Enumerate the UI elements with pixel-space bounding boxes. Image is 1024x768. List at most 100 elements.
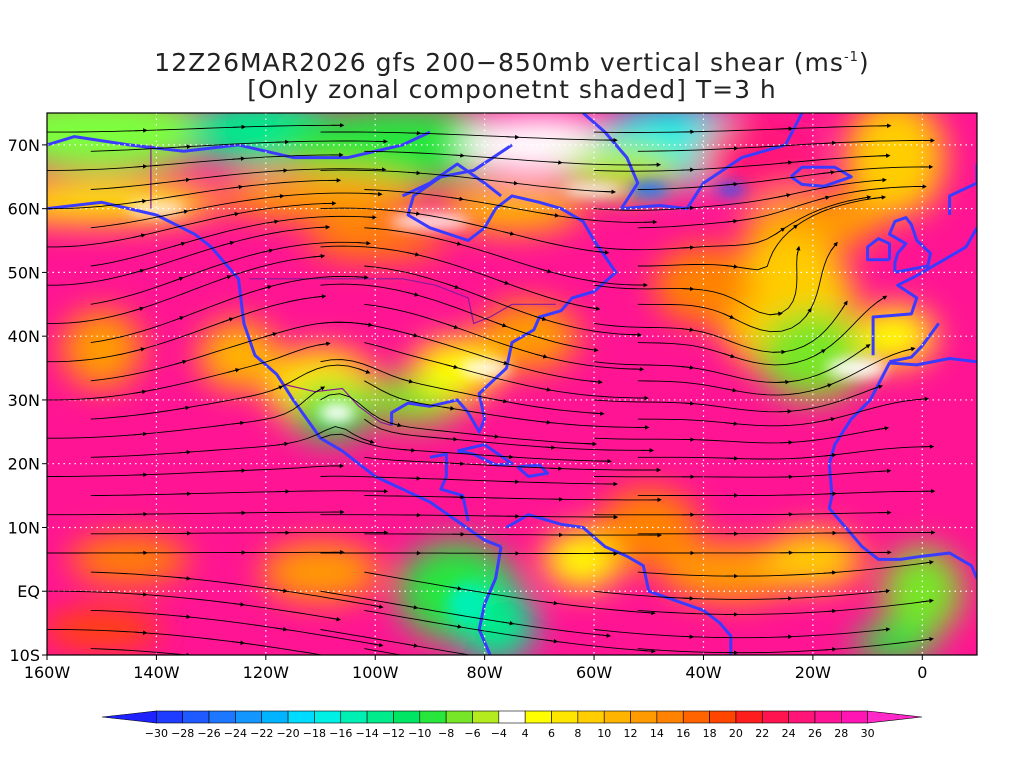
colorbar-label: 18 <box>703 727 717 740</box>
streamline-arrow <box>449 663 460 665</box>
streamline-arrow <box>778 409 793 414</box>
streamline-arrow <box>358 368 371 374</box>
colorbar-box <box>208 710 236 724</box>
streamline <box>47 179 339 210</box>
coastline-segment <box>889 322 940 364</box>
streamline <box>594 590 889 600</box>
streamline-arrow <box>177 177 191 183</box>
streamline <box>364 609 654 652</box>
lat-label: 20N <box>8 455 40 474</box>
streamline-arrow <box>539 268 552 274</box>
streamline <box>364 303 643 370</box>
streamline <box>594 155 889 172</box>
streamline-arrow <box>500 454 514 460</box>
colorbar-label: −12 <box>382 727 405 740</box>
lat-label: 30N <box>8 391 40 410</box>
streamline-arrow <box>542 445 556 450</box>
streamline-arrow <box>328 656 339 658</box>
colorbar-label: 24 <box>782 727 796 740</box>
coastline-segment <box>871 227 977 356</box>
colorbar-label: −20 <box>276 727 299 740</box>
streamline-arrow <box>681 327 695 332</box>
shade-blob <box>260 542 381 603</box>
streamline-arrow <box>266 219 279 224</box>
streamline-arrow <box>132 347 146 352</box>
streamline-arrow <box>902 346 916 352</box>
colorbar-label: 12 <box>624 727 638 740</box>
streamline-arrow <box>546 213 560 218</box>
streamline <box>320 283 597 351</box>
streamline-arrow <box>494 321 507 328</box>
streamline-arrow <box>589 379 603 385</box>
colorbar-label: 14 <box>650 727 664 740</box>
coastline-segment <box>47 135 239 153</box>
streamline-arrow <box>805 307 812 317</box>
coastline-segment <box>516 463 550 478</box>
shade-blob <box>598 487 699 568</box>
streamline <box>594 512 890 516</box>
streamline <box>47 551 343 554</box>
shade-blob <box>47 113 222 173</box>
lon-label: 120W <box>243 663 290 682</box>
lat-label: 40N <box>8 327 40 346</box>
streamline-arrow <box>134 431 148 437</box>
streamline <box>90 215 375 267</box>
colorbar-box <box>577 710 605 724</box>
colorbar: −30 −28 −26 −24 −22 −20 −18 −16 −14 −12 −10 −8 −6 −4 4… <box>101 710 923 740</box>
streamline <box>320 245 599 310</box>
streamline-arrow <box>916 396 930 402</box>
streamline-arrow <box>823 570 837 575</box>
streamline <box>637 446 933 460</box>
streamline-arrow <box>134 164 148 169</box>
colorbar-label: −24 <box>224 727 247 740</box>
streamline-arrow <box>725 146 739 151</box>
colorbar-box <box>182 710 210 724</box>
streamline-arrow <box>134 592 148 597</box>
streamline-arrow <box>778 193 792 198</box>
streamline-arrow <box>823 647 837 652</box>
streamline-arrow <box>583 441 598 447</box>
streamline <box>90 140 386 152</box>
shade-blob <box>47 609 162 650</box>
colorbar-box <box>287 710 315 724</box>
colorbar-box <box>472 710 500 724</box>
lat-label: 10N <box>8 518 40 537</box>
streamline-arrow <box>722 313 735 319</box>
streamline-arrow <box>446 323 459 329</box>
coastline-segment <box>888 216 932 274</box>
streamline-arrow <box>132 268 145 274</box>
streamline-arrow <box>860 344 871 352</box>
lon-label: 40W <box>685 663 721 682</box>
streamline-arrow <box>178 450 192 455</box>
streamline-arrow <box>271 194 285 199</box>
streamline <box>637 348 914 396</box>
streamline-arrow <box>227 368 240 373</box>
streamline-arrow <box>823 491 837 496</box>
streamline-arrow <box>219 275 232 281</box>
streamline-arrow <box>178 144 192 149</box>
chart-title-line2: [Only zonal componetnt shaded] T=3 h <box>247 75 777 104</box>
map-plot-area <box>47 113 977 665</box>
streamline-arrow <box>451 153 465 158</box>
lat-label: 60N <box>8 200 40 219</box>
streamline-arrow <box>722 352 736 359</box>
streamline-arrow <box>405 332 419 338</box>
streamline-arrow <box>177 614 191 619</box>
colorbar-box <box>445 710 473 724</box>
streamline-arrow <box>445 364 459 369</box>
streamline-arrow <box>877 627 891 632</box>
streamline <box>364 418 652 451</box>
streamline <box>90 241 369 305</box>
colorbar-label: −18 <box>303 727 326 740</box>
streamline <box>364 533 660 536</box>
streamline <box>47 124 343 133</box>
streamline-arrow <box>312 253 326 259</box>
shade-blob <box>220 170 421 221</box>
streamline <box>637 140 933 152</box>
streamline-arrow <box>451 461 465 466</box>
coastline-segment <box>582 113 640 210</box>
streamline-arrow <box>444 436 458 442</box>
colorbar-box <box>814 710 842 724</box>
streamline-arrow <box>597 633 612 638</box>
coastline-segment <box>456 443 514 467</box>
